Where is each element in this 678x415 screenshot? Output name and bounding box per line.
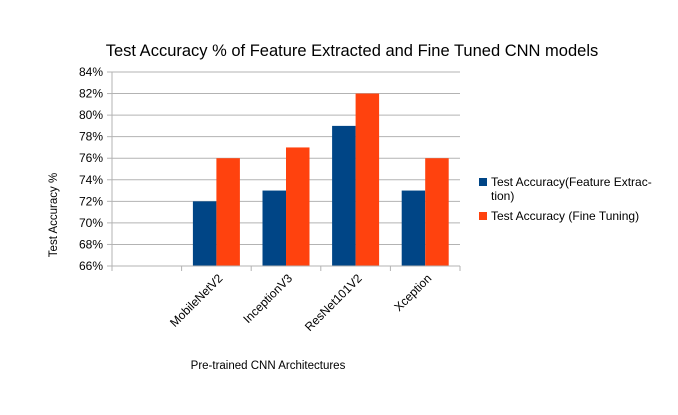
- y-tick-label: 70%: [79, 216, 103, 230]
- legend-label: tion): [491, 189, 514, 203]
- y-tick-label: 74%: [79, 173, 103, 187]
- bar: [355, 93, 380, 266]
- legend-label: Test Accuracy(Feature Extrac-: [491, 175, 652, 189]
- bar: [286, 147, 310, 266]
- bar: [216, 158, 240, 266]
- chart-title: Test Accuracy % of Feature Extracted and…: [106, 42, 598, 60]
- legend-swatch: [479, 178, 487, 186]
- y-tick-label: 72%: [79, 194, 103, 208]
- x-tick-labels: MobileNetV2 InceptionV3 ResNet101V2 Xceptio…: [167, 271, 434, 334]
- y-axis-label: Test Accuracy %: [48, 173, 60, 257]
- y-tick-label: 68%: [79, 237, 103, 251]
- x-tick-label: Xception: [391, 271, 434, 314]
- y-tick-label: 78%: [79, 130, 103, 144]
- y-tick-label: 76%: [79, 151, 103, 165]
- bar: [401, 190, 426, 266]
- legend-label: Test Accuracy (Fine Tuning): [491, 209, 639, 223]
- bar: [425, 158, 449, 266]
- y-tick-label: 84%: [79, 65, 103, 79]
- y-tick-label: 66%: [79, 259, 103, 273]
- bar: [332, 125, 356, 266]
- x-axis-label: Pre-trained CNN Architectures: [191, 360, 346, 372]
- bars: [192, 93, 449, 266]
- x-tick-label: MobileNetV2: [167, 271, 226, 330]
- bar: [262, 190, 286, 266]
- legend: Test Accuracy(Feature Extrac-tion) Test A…: [479, 175, 652, 223]
- x-tick-label: InceptionV3: [240, 271, 295, 326]
- y-tick-label: 82%: [79, 87, 103, 101]
- bar: [192, 201, 217, 266]
- axes: [107, 71, 461, 271]
- legend-swatch: [479, 212, 487, 220]
- x-tick-label: ResNet101V2: [302, 271, 365, 334]
- y-tick-label: 80%: [79, 108, 103, 122]
- y-tick-labels: 66% 68% 70% 72% 74% 76% 78% 80% 82% 84%: [79, 65, 103, 273]
